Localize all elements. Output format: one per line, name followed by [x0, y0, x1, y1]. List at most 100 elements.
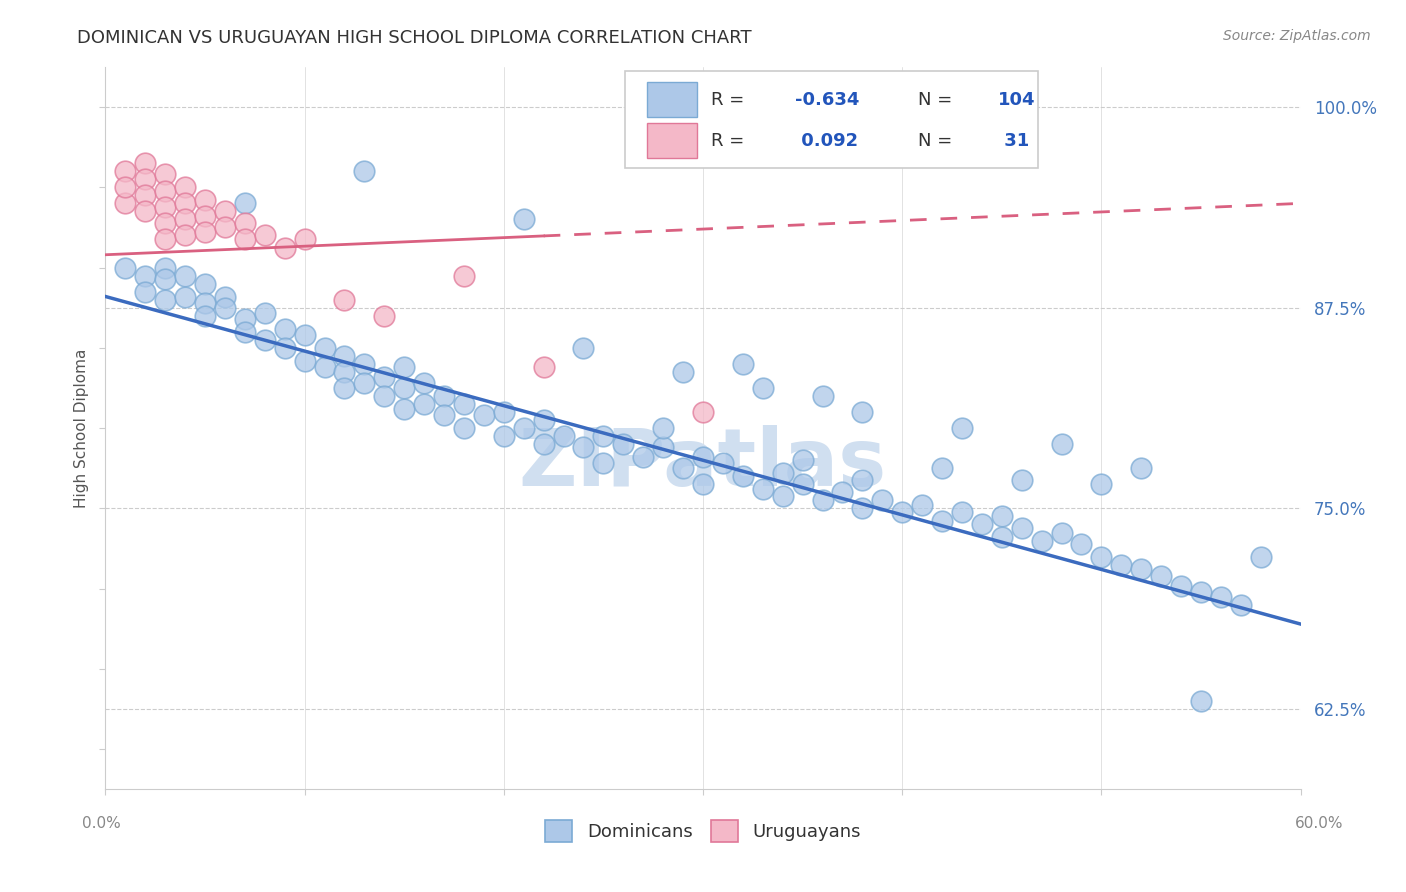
- Point: [114, 196, 136, 211]
- Point: [214, 204, 236, 219]
- Point: [174, 268, 197, 283]
- Point: [273, 241, 295, 255]
- Text: 0.092: 0.092: [794, 132, 858, 150]
- Point: [153, 232, 177, 246]
- Point: [153, 260, 177, 275]
- Point: [153, 184, 177, 198]
- Point: [314, 360, 336, 375]
- Point: [472, 409, 495, 423]
- Point: [433, 409, 456, 423]
- Point: [1170, 578, 1192, 592]
- Point: [513, 421, 536, 435]
- Point: [134, 156, 156, 170]
- Point: [153, 200, 177, 214]
- Point: [373, 369, 395, 384]
- Text: N =: N =: [918, 91, 952, 109]
- Point: [751, 381, 773, 395]
- Point: [1090, 477, 1112, 491]
- Point: [194, 309, 217, 323]
- Point: [114, 260, 136, 275]
- Point: [294, 232, 316, 246]
- Point: [194, 277, 217, 291]
- Point: [253, 305, 276, 319]
- Text: DOMINICAN VS URUGUAYAN HIGH SCHOOL DIPLOMA CORRELATION CHART: DOMINICAN VS URUGUAYAN HIGH SCHOOL DIPLO…: [77, 29, 752, 46]
- Point: [134, 204, 156, 219]
- Point: [533, 413, 555, 427]
- Legend: Dominicans, Uruguayans: Dominicans, Uruguayans: [538, 813, 868, 849]
- Point: [233, 196, 256, 211]
- Y-axis label: High School Diploma: High School Diploma: [73, 349, 89, 508]
- Point: [811, 389, 834, 403]
- Point: [314, 341, 336, 355]
- Point: [114, 180, 136, 194]
- Point: [134, 285, 156, 299]
- Point: [392, 401, 416, 416]
- Point: [633, 450, 655, 464]
- Point: [513, 212, 536, 227]
- Point: [1130, 562, 1153, 576]
- Text: 0.0%: 0.0%: [82, 816, 121, 831]
- Point: [253, 333, 276, 347]
- Point: [114, 164, 136, 178]
- Point: [294, 353, 316, 368]
- Point: [891, 505, 914, 519]
- Text: 31: 31: [998, 132, 1029, 150]
- Point: [751, 482, 773, 496]
- Point: [652, 421, 675, 435]
- Point: [931, 514, 953, 528]
- Point: [792, 453, 814, 467]
- Point: [533, 437, 555, 451]
- Point: [572, 441, 595, 455]
- Point: [592, 429, 614, 443]
- Point: [492, 429, 515, 443]
- Point: [1050, 437, 1073, 451]
- Point: [333, 365, 356, 379]
- Point: [253, 228, 276, 243]
- Point: [153, 293, 177, 307]
- Point: [711, 457, 734, 471]
- Point: [772, 466, 794, 480]
- Point: [453, 268, 475, 283]
- Point: [872, 493, 894, 508]
- Point: [214, 301, 236, 315]
- Point: [692, 405, 714, 419]
- Point: [174, 228, 197, 243]
- Point: [174, 289, 197, 303]
- FancyBboxPatch shape: [626, 70, 1038, 168]
- Point: [1189, 694, 1212, 708]
- Point: [931, 461, 953, 475]
- Point: [692, 477, 714, 491]
- Point: [214, 220, 236, 235]
- Point: [1209, 590, 1232, 604]
- Point: [333, 349, 356, 363]
- Point: [294, 328, 316, 343]
- Point: [333, 293, 356, 307]
- Text: R =: R =: [711, 91, 745, 109]
- Point: [1111, 558, 1133, 572]
- Point: [453, 397, 475, 411]
- Text: 104: 104: [998, 91, 1036, 109]
- Point: [950, 505, 973, 519]
- Point: [990, 509, 1012, 524]
- Text: R =: R =: [711, 132, 745, 150]
- Text: Source: ZipAtlas.com: Source: ZipAtlas.com: [1223, 29, 1371, 43]
- Point: [233, 232, 256, 246]
- Point: [194, 296, 217, 310]
- Point: [153, 216, 177, 230]
- Point: [233, 312, 256, 326]
- Point: [1090, 549, 1112, 564]
- Point: [851, 473, 873, 487]
- Point: [134, 188, 156, 202]
- Point: [553, 429, 575, 443]
- Point: [194, 225, 217, 239]
- Point: [492, 405, 515, 419]
- Point: [134, 172, 156, 186]
- Point: [772, 489, 794, 503]
- Point: [572, 341, 595, 355]
- Point: [353, 164, 375, 178]
- Point: [353, 357, 375, 371]
- Point: [911, 498, 934, 512]
- Point: [233, 216, 256, 230]
- Point: [273, 321, 295, 335]
- Point: [851, 405, 873, 419]
